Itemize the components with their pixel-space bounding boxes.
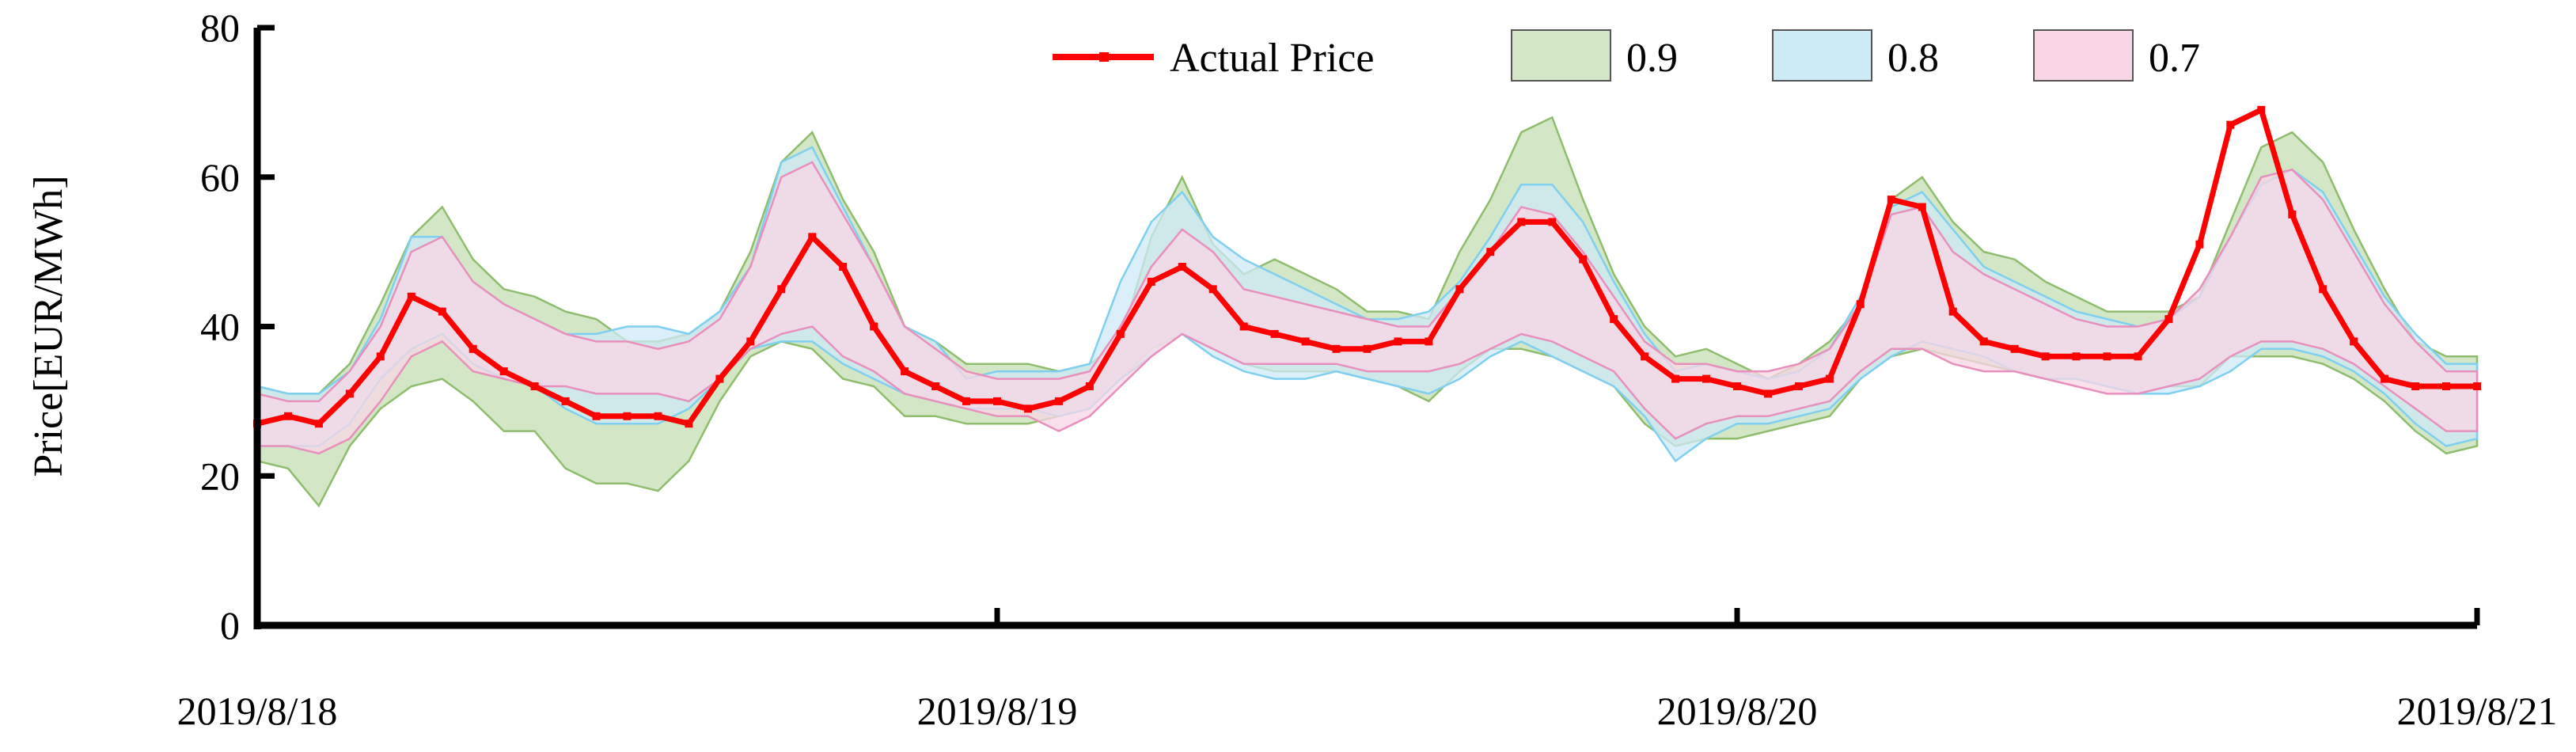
actual-price-point (1517, 218, 1526, 226)
actual-price-point (993, 397, 1001, 405)
actual-price-point (1085, 382, 1094, 390)
actual-price-point (1702, 374, 1710, 383)
actual-price-point (1301, 337, 1310, 346)
actual-price-point (901, 367, 909, 376)
legend-item-0-9: 0.9 (1511, 29, 1678, 82)
actual-price-point (623, 412, 632, 420)
actual-price-point (1918, 203, 1926, 211)
legend-item-0-8: 0.8 (1772, 29, 1939, 82)
actual-price-point (1825, 374, 1834, 383)
y-tick-label: 20 (200, 454, 240, 498)
actual-price-point (1147, 277, 1155, 286)
actual-price-point (592, 412, 601, 420)
actual-price-point (1363, 344, 1371, 353)
legend-swatch-0-7 (2033, 29, 2134, 82)
y-axis-label: Price[EUR/MWh] (26, 175, 71, 477)
actual-price-point (499, 367, 508, 376)
actual-price-point (2041, 352, 2050, 361)
actual-price-point (2381, 374, 2389, 383)
actual-price-point (2257, 105, 2266, 114)
actual-price-point (1764, 389, 1772, 398)
actual-price-point (1733, 382, 1741, 390)
actual-price-point (345, 389, 354, 398)
actual-price-point (438, 307, 446, 316)
actual-price-point (870, 322, 878, 331)
actual-price-point (2164, 315, 2173, 324)
actual-price-point (1979, 337, 1988, 346)
legend-label-actual-price: Actual Price (1170, 36, 1374, 81)
actual-price-point (407, 292, 415, 301)
actual-price-point (1671, 374, 1680, 383)
actual-price-point (1116, 329, 1125, 338)
x-tick-label: 2019/8/20 (1657, 689, 1818, 733)
legend-label-0-9: 0.9 (1626, 36, 1678, 81)
actual-price-point (1239, 322, 1248, 331)
actual-price-point (1208, 285, 1217, 294)
legend-item-0-7: 0.7 (2033, 29, 2200, 82)
actual-price-point (1579, 255, 1588, 264)
actual-price-point (2350, 337, 2358, 346)
x-tick-label: 2019/8/19 (917, 689, 1078, 733)
legend-label-0-8: 0.8 (1887, 36, 1939, 81)
actual-price-point (1548, 218, 1557, 226)
actual-price-point (1610, 315, 1618, 324)
legend-actual-marker (1099, 52, 1109, 62)
legend-swatch-0-8 (1772, 29, 1872, 82)
x-tick-label: 2019/8/18 (177, 689, 338, 733)
legend-swatch-0-9 (1511, 29, 1611, 82)
actual-price-point (2103, 352, 2111, 361)
y-ticks: 0 20 40 60 80 (200, 6, 275, 648)
x-ticks: 2019/8/18 2019/8/19 2019/8/20 2019/8/21 (177, 608, 2558, 733)
legend-label-0-7: 0.7 (2149, 36, 2200, 81)
actual-price-point (1856, 300, 1865, 309)
actual-price-point (1054, 397, 1063, 405)
actual-price-point (2288, 210, 2297, 218)
actual-price-point (1332, 344, 1341, 353)
actual-price-point (1270, 329, 1279, 338)
actual-price-point (1425, 337, 1433, 346)
actual-price-series (253, 105, 2481, 428)
actual-price-point (2134, 352, 2142, 361)
legend-item-actual-price: Actual Price (1053, 36, 1374, 81)
actual-price-point (931, 382, 940, 390)
actual-price-point (839, 263, 848, 271)
actual-price-point (1024, 404, 1032, 413)
actual-price-point (1455, 285, 1464, 294)
actual-price-point (2442, 382, 2450, 390)
y-tick-label: 0 (220, 603, 240, 648)
actual-price-point (469, 344, 477, 353)
actual-price-point (654, 412, 662, 420)
y-tick-label: 60 (200, 155, 240, 199)
actual-price-point (561, 397, 570, 405)
actual-price-point (1394, 337, 1402, 346)
actual-price-point (1794, 382, 1803, 390)
y-tick-label: 80 (200, 6, 240, 50)
actual-price-point (530, 382, 539, 390)
actual-price-point (2226, 120, 2235, 129)
legend: Actual Price 0.9 0.8 0.7 (1053, 29, 2200, 82)
actual-price-point (2010, 344, 2019, 353)
actual-price-point (685, 420, 693, 428)
actual-price-point (1887, 196, 1895, 204)
actual-price-point (962, 397, 970, 405)
actual-price-point (2072, 352, 2081, 361)
actual-price-point (746, 337, 755, 346)
actual-price-point (2411, 382, 2420, 390)
actual-price-point (808, 233, 817, 241)
actual-price-point (2473, 382, 2481, 390)
x-tick-label: 2019/8/21 (2397, 689, 2558, 733)
actual-price-point (1641, 352, 1649, 361)
actual-price-point (777, 285, 786, 294)
actual-price-point (1178, 263, 1186, 271)
actual-price-point (1486, 248, 1495, 256)
actual-price-point (2195, 240, 2204, 249)
actual-price-point (376, 352, 385, 361)
actual-price-point (715, 374, 724, 383)
y-tick-label: 40 (200, 305, 240, 349)
actual-price-point (314, 420, 323, 428)
actual-price-point (284, 412, 292, 420)
actual-price-point (2319, 285, 2328, 294)
actual-price-point (1948, 307, 1957, 316)
